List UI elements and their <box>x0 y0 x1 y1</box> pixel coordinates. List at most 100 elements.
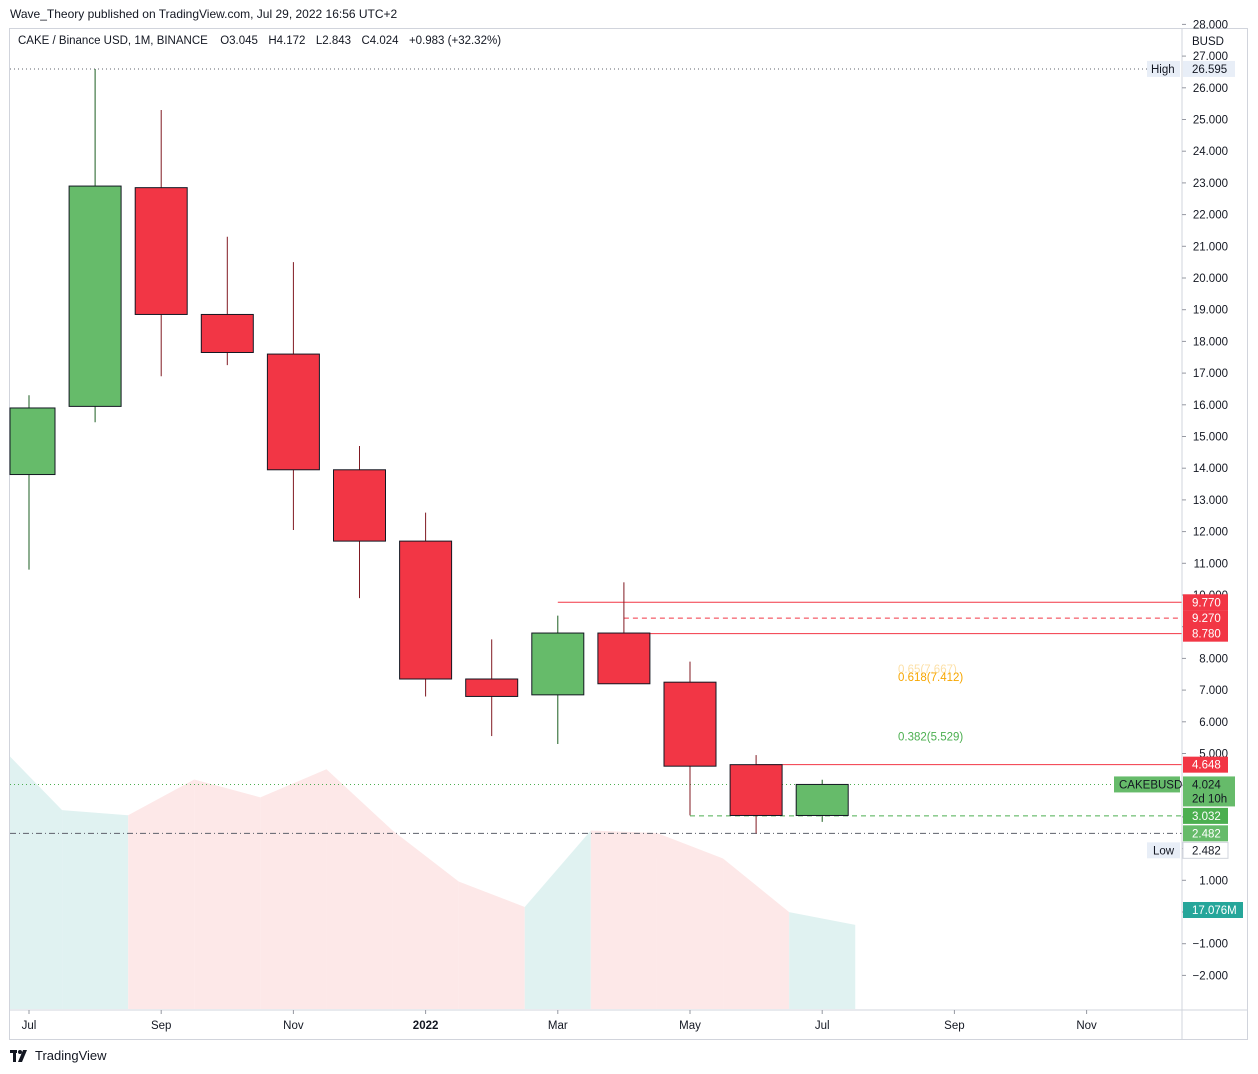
level-badge: 3.032 <box>1183 807 1228 824</box>
chart-frame[interactable] <box>9 28 1248 1040</box>
price-tick-label: 1.000 <box>1199 875 1228 887</box>
legend-change: +0.983 (+32.32%) <box>408 35 502 47</box>
candle <box>200 236 254 366</box>
candle <box>9 395 56 570</box>
candle <box>729 755 783 834</box>
level-badge: 9.770 <box>1183 594 1228 611</box>
level-badge-bg <box>1183 756 1228 773</box>
legend-high: H4.172 <box>268 35 306 47</box>
level-badge: 2.482 <box>1183 825 1228 842</box>
price-tick-label: 18.000 <box>1193 336 1228 348</box>
horizontal-levels <box>10 68 1182 834</box>
time-tick-label: Sep <box>944 1020 964 1032</box>
candle <box>465 639 519 737</box>
symbol-badge-text: CAKEBUSD <box>1119 779 1182 791</box>
price-tick-label: 27.000 <box>1193 51 1228 63</box>
price-tick-label: 14.000 <box>1193 463 1228 475</box>
volume-segment <box>524 830 591 1009</box>
high-label-bg <box>1147 60 1180 77</box>
candle <box>266 262 320 531</box>
time-tick-label: May <box>679 1020 701 1032</box>
candle <box>663 661 717 816</box>
level-badge-bg <box>1183 594 1228 611</box>
price-tick-label: 7.000 <box>1199 685 1228 697</box>
price-tick-label: 15.000 <box>1193 432 1228 444</box>
last-price-bg <box>1183 776 1235 807</box>
volume-segment <box>194 779 261 1009</box>
low-label-text: Low <box>1153 845 1175 857</box>
legend-symbol: CAKE / Binance USD, 1M, BINANCE <box>18 35 208 47</box>
level-badge-text: 9.270 <box>1192 613 1221 625</box>
price-tick-label: 21.000 <box>1193 241 1228 253</box>
currency-label: BUSD <box>1192 36 1224 48</box>
symbol-badge-bg <box>1114 776 1180 793</box>
level-badge-text: 9.770 <box>1192 597 1221 609</box>
candle-body <box>134 187 188 315</box>
candle-body <box>531 632 585 696</box>
price-tick-label: −2.000 <box>1193 970 1229 982</box>
candle <box>333 446 386 599</box>
time-tick-label: Mar <box>548 1020 568 1032</box>
price-tick-label: 11.000 <box>1194 558 1228 570</box>
legend-open: O3.045 <box>220 35 258 47</box>
time-tick-label: 2022 <box>413 1020 439 1032</box>
low-value-text: 2.482 <box>1192 845 1221 857</box>
price-tick-label: 24.000 <box>1193 146 1228 158</box>
volume-segment <box>392 830 459 1009</box>
brand-name: TradingView <box>35 1048 107 1063</box>
tradingview-logo-icon <box>10 1049 27 1062</box>
price-tick-label: 16.000 <box>1193 400 1228 412</box>
volume-segment <box>62 810 129 1009</box>
time-tick-label: Nov <box>1076 1020 1097 1032</box>
high-value-bg <box>1183 60 1235 77</box>
candle-body <box>597 632 651 685</box>
volume-segment <box>260 769 327 1009</box>
candle-body <box>200 313 254 353</box>
candle <box>399 512 453 697</box>
high-label-text: High <box>1151 64 1175 76</box>
time-tick-label: Nov <box>283 1020 304 1032</box>
low-value-bg <box>1182 841 1229 859</box>
volume-badge-bg <box>1183 902 1243 918</box>
level-badge: 8.780 <box>1183 625 1228 642</box>
legend-close: C4.024 <box>361 35 399 47</box>
time-tick-label: Sep <box>151 1020 171 1032</box>
volume-segment <box>326 769 393 1009</box>
volume-segment <box>590 830 657 1009</box>
price-tick-label: 13.000 <box>1193 495 1228 507</box>
symbol-legend: CAKE / Binance USD, 1M, BINANCE O3.045 H… <box>18 35 501 47</box>
level-badge-bg <box>1183 825 1228 842</box>
candle-body <box>266 353 320 471</box>
volume-badge-text: 17.076M <box>1192 905 1237 917</box>
level-badge: 9.270 <box>1183 610 1228 627</box>
candle <box>795 779 849 822</box>
candle-body <box>729 764 783 816</box>
level-badge-text: 4.648 <box>1192 760 1221 772</box>
volume-segment <box>723 858 790 1009</box>
price-tick-label: 12.000 <box>1193 527 1228 539</box>
candle <box>134 109 188 377</box>
volume-segment <box>789 912 856 1009</box>
level-badge-bg <box>1183 610 1228 627</box>
candle-body <box>68 185 122 407</box>
price-tick-label: 26.000 <box>1193 83 1228 95</box>
volume-area <box>10 756 856 1009</box>
level-badge: 4.648 <box>1183 756 1228 773</box>
time-tick-label: Jul <box>22 1020 37 1032</box>
volume-segment <box>458 881 525 1009</box>
price-tick-label: 22.000 <box>1193 210 1228 222</box>
high-value-text: 26.595 <box>1192 64 1227 76</box>
fib-label: 0.618(7.412) <box>898 672 963 684</box>
fib-label: 0.65(7.667) <box>898 664 957 676</box>
candle-body <box>465 678 519 697</box>
candle-body <box>663 681 717 767</box>
time-axis: Jul Sep Nov 2022 Mar May Jul Sep Nov <box>22 1010 1097 1032</box>
tradingview-brand[interactable]: TradingView <box>10 1048 107 1063</box>
candle-body <box>795 783 849 816</box>
low-label-bg <box>1147 842 1180 859</box>
level-badge-bg <box>1183 807 1228 824</box>
price-tick-label: −1.000 <box>1193 939 1229 951</box>
fib-label: 0.382(5.529) <box>898 732 963 744</box>
countdown-text: 2d 10h <box>1192 793 1227 805</box>
